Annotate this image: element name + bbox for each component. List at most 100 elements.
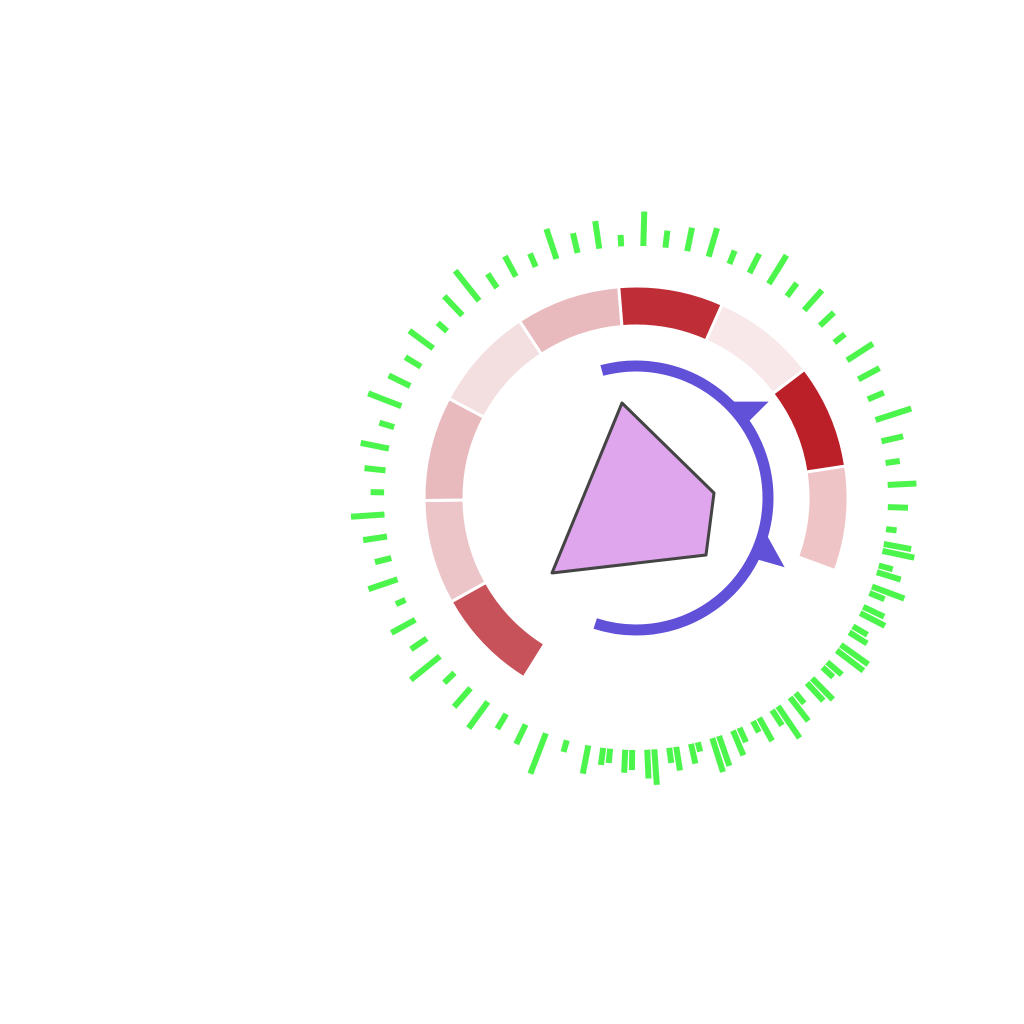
heat-segment xyxy=(449,580,547,680)
green-bar xyxy=(874,405,913,423)
green-bar xyxy=(617,234,625,247)
green-bar xyxy=(847,629,869,647)
bar-ring xyxy=(350,211,917,786)
green-bar xyxy=(825,659,844,677)
green-bar xyxy=(885,526,897,534)
green-bar xyxy=(569,232,581,254)
green-bar xyxy=(494,712,509,731)
green-bar xyxy=(817,310,836,328)
green-bar xyxy=(378,419,396,430)
green-bar xyxy=(374,555,393,566)
green-bar xyxy=(885,458,901,466)
green-bar xyxy=(730,729,747,757)
green-bar xyxy=(804,681,826,703)
green-bar xyxy=(880,433,904,445)
green-bar xyxy=(651,749,660,786)
green-bar xyxy=(801,288,825,313)
green-bar xyxy=(845,341,875,363)
arc-path xyxy=(593,360,774,636)
heat-segment xyxy=(617,284,725,343)
green-bar xyxy=(856,365,881,383)
green-bar xyxy=(870,583,906,602)
heat-segment xyxy=(517,285,624,357)
green-bar xyxy=(640,211,648,247)
green-bar xyxy=(887,480,917,488)
green-bar xyxy=(466,700,491,730)
green-bar xyxy=(787,695,811,723)
green-bar xyxy=(403,354,423,370)
green-bar xyxy=(716,735,733,767)
green-bar xyxy=(435,320,450,334)
green-bar xyxy=(527,252,539,268)
green-bar xyxy=(875,569,902,583)
green-bar xyxy=(866,389,885,403)
green-bar xyxy=(597,747,607,766)
heat-ring xyxy=(422,284,850,680)
green-bar xyxy=(543,227,560,260)
green-bar xyxy=(769,708,785,728)
green-bar xyxy=(750,719,762,734)
heat-segment xyxy=(795,464,850,573)
green-bar xyxy=(851,623,869,638)
green-bar xyxy=(868,590,886,602)
green-bar xyxy=(793,691,807,706)
green-bar xyxy=(644,749,652,779)
arc-arrow-marker xyxy=(729,401,769,424)
green-bar xyxy=(746,252,762,275)
green-bar xyxy=(389,617,417,636)
arc-track xyxy=(593,360,785,636)
green-bar xyxy=(407,328,435,351)
green-bar xyxy=(579,744,592,775)
green-bar xyxy=(820,665,836,680)
green-bar xyxy=(360,439,390,452)
green-bar xyxy=(485,272,500,290)
green-bar xyxy=(502,254,519,278)
arc-arrow-marker xyxy=(755,532,785,568)
green-bar xyxy=(694,741,704,753)
green-bar xyxy=(775,704,803,740)
green-bar xyxy=(809,676,836,702)
green-bar xyxy=(442,294,465,318)
green-bar xyxy=(784,281,800,299)
green-bar xyxy=(605,748,614,764)
green-bar xyxy=(673,746,683,771)
green-bar xyxy=(666,747,675,764)
green-bar xyxy=(834,648,866,674)
green-bar xyxy=(832,331,847,345)
green-bar xyxy=(527,732,549,775)
green-bar xyxy=(887,504,909,511)
green-bar xyxy=(621,749,629,773)
green-bar xyxy=(766,253,790,286)
green-bar xyxy=(592,220,603,250)
green-bar xyxy=(367,390,403,409)
green-bar xyxy=(705,227,720,258)
heat-segment xyxy=(422,498,489,604)
green-bar xyxy=(513,723,529,746)
green-bar xyxy=(350,511,385,520)
green-bar xyxy=(367,576,399,593)
green-bar xyxy=(452,268,482,303)
green-bar xyxy=(858,610,887,629)
green-bar xyxy=(409,636,429,652)
green-bar xyxy=(736,726,749,744)
green-bar xyxy=(362,533,388,544)
green-bar xyxy=(442,670,457,685)
green-bar xyxy=(881,547,915,561)
green-bar xyxy=(560,739,570,753)
green-bar xyxy=(662,230,671,249)
green-bar xyxy=(451,686,473,709)
green-bar xyxy=(839,642,870,667)
green-bar xyxy=(756,716,775,743)
heat-segment xyxy=(770,367,848,474)
green-bar xyxy=(878,562,894,573)
center-polygon xyxy=(550,401,716,575)
green-bar xyxy=(883,541,912,553)
green-bar xyxy=(726,249,738,266)
green-bar xyxy=(709,737,726,773)
green-bar xyxy=(394,597,407,607)
green-bar xyxy=(387,372,412,389)
green-bar xyxy=(862,604,886,620)
green-bar xyxy=(364,465,386,474)
green-bar xyxy=(684,227,695,252)
